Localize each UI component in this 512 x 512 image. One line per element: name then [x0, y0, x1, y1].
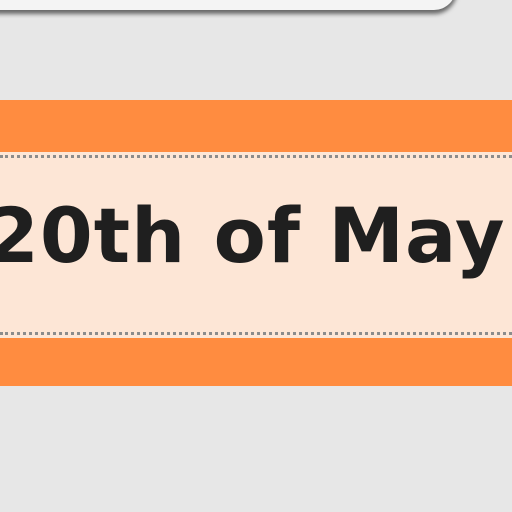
stitch-border-bottom	[0, 332, 512, 335]
top-card	[0, 0, 456, 10]
date-banner: 20th of May 2	[0, 100, 512, 386]
date-text: 20th of May 2	[0, 191, 512, 280]
stitch-border-top	[0, 155, 512, 158]
date-banner-inner: 20th of May 2	[0, 152, 512, 338]
